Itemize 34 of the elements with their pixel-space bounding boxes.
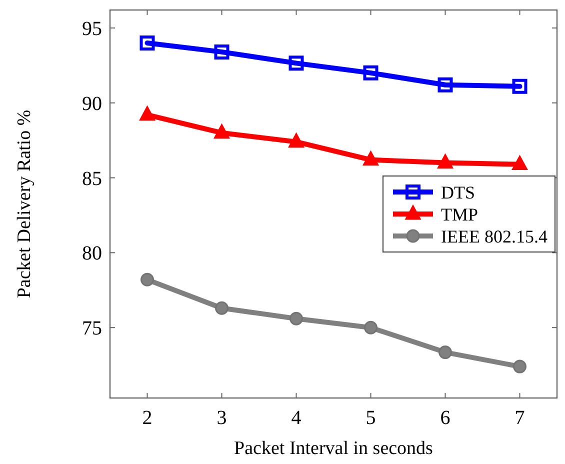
y-axis-title: Packet Delivery Ratio %	[14, 110, 35, 298]
legend-label: TMP	[441, 204, 478, 224]
point	[140, 106, 155, 121]
y-tick-label: 75	[82, 318, 102, 340]
x-tick-label: 7	[514, 407, 525, 429]
y-tick-label: 95	[82, 18, 102, 40]
x-tick-label: 6	[440, 407, 450, 429]
point	[363, 65, 378, 80]
y-tick-label: 80	[82, 242, 102, 265]
point	[215, 301, 228, 315]
point	[438, 346, 452, 360]
point	[363, 151, 378, 166]
point	[214, 44, 230, 60]
point	[513, 360, 526, 374]
point	[288, 133, 304, 148]
y-tick-label: 90	[82, 92, 102, 115]
point	[290, 312, 303, 326]
legend-label: IEEE 802.15.4	[441, 226, 548, 246]
x-tick-label: 5	[366, 407, 376, 429]
point	[140, 35, 155, 50]
point	[512, 78, 528, 94]
point	[214, 124, 230, 139]
legend-label: DTS	[441, 182, 476, 202]
x-tick-label: 2	[142, 407, 152, 429]
point	[140, 272, 154, 286]
y-tick-label: 85	[82, 168, 102, 190]
point	[288, 56, 304, 71]
x-tick-label: 3	[216, 407, 227, 429]
point	[512, 156, 528, 170]
x-tick-label: 4	[291, 407, 302, 429]
point	[364, 320, 378, 334]
point	[438, 77, 453, 92]
x-axis-title: Packet Interval in seconds	[234, 438, 433, 459]
point	[438, 154, 453, 169]
